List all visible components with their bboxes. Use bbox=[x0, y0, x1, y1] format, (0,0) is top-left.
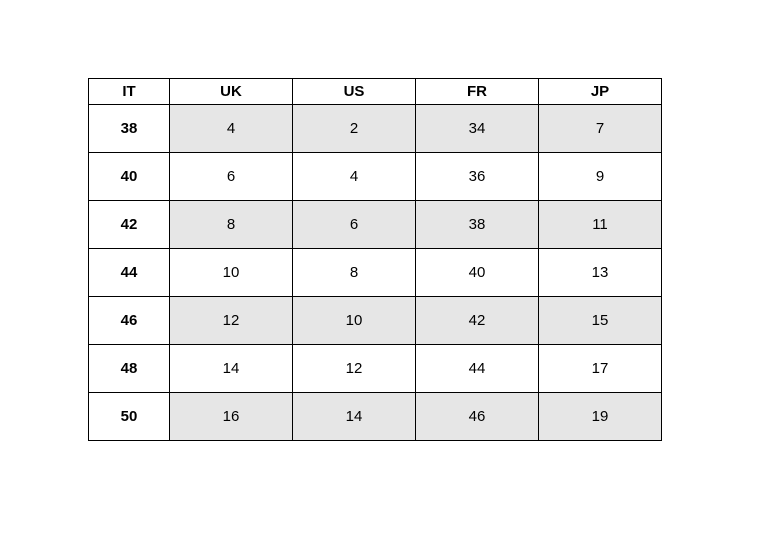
table-cell: 14 bbox=[169, 344, 293, 393]
table-row-40: 40 6 4 36 9 bbox=[88, 152, 662, 201]
table-cell: 10 bbox=[292, 296, 416, 345]
table-cell: 42 bbox=[415, 296, 539, 345]
table-cell: 4 bbox=[169, 104, 293, 153]
table-row-44: 44 10 8 40 13 bbox=[88, 248, 662, 297]
table-cell: 8 bbox=[292, 248, 416, 297]
column-header-us: US bbox=[292, 78, 416, 105]
table-cell: 4 bbox=[292, 152, 416, 201]
table-cell: 6 bbox=[169, 152, 293, 201]
row-header: 46 bbox=[88, 296, 170, 345]
row-header: 50 bbox=[88, 392, 170, 441]
column-header-jp: JP bbox=[538, 78, 662, 105]
table-cell: 46 bbox=[415, 392, 539, 441]
table-cell: 6 bbox=[292, 200, 416, 249]
row-header: 44 bbox=[88, 248, 170, 297]
table-cell: 13 bbox=[538, 248, 662, 297]
table-cell: 44 bbox=[415, 344, 539, 393]
table-cell: 8 bbox=[169, 200, 293, 249]
table-cell: 9 bbox=[538, 152, 662, 201]
table-row-46: 46 12 10 42 15 bbox=[88, 296, 662, 345]
table-row-50: 50 16 14 46 19 bbox=[88, 392, 662, 441]
table-cell: 15 bbox=[538, 296, 662, 345]
table-cell: 40 bbox=[415, 248, 539, 297]
table-row-48: 48 14 12 44 17 bbox=[88, 344, 662, 393]
table-cell: 36 bbox=[415, 152, 539, 201]
table-cell: 12 bbox=[169, 296, 293, 345]
column-header-uk: UK bbox=[169, 78, 293, 105]
table-cell: 16 bbox=[169, 392, 293, 441]
table-cell: 19 bbox=[538, 392, 662, 441]
table-cell: 2 bbox=[292, 104, 416, 153]
table-cell: 14 bbox=[292, 392, 416, 441]
table-cell: 12 bbox=[292, 344, 416, 393]
table-cell: 38 bbox=[415, 200, 539, 249]
table-row-38: 38 4 2 34 7 bbox=[88, 104, 662, 153]
row-header: 40 bbox=[88, 152, 170, 201]
column-header-fr: FR bbox=[415, 78, 539, 105]
table-cell: 7 bbox=[538, 104, 662, 153]
row-header: 38 bbox=[88, 104, 170, 153]
table-cell: 34 bbox=[415, 104, 539, 153]
row-header: 42 bbox=[88, 200, 170, 249]
table-row-42: 42 8 6 38 11 bbox=[88, 200, 662, 249]
table-cell: 10 bbox=[169, 248, 293, 297]
column-header-it: IT bbox=[88, 78, 170, 105]
table-cell: 17 bbox=[538, 344, 662, 393]
header-row: IT UK US FR JP bbox=[88, 78, 662, 105]
row-header: 48 bbox=[88, 344, 170, 393]
table-cell: 11 bbox=[538, 200, 662, 249]
size-conversion-table: IT UK US FR JP 38 4 2 34 7 40 6 4 36 9 bbox=[88, 78, 662, 441]
